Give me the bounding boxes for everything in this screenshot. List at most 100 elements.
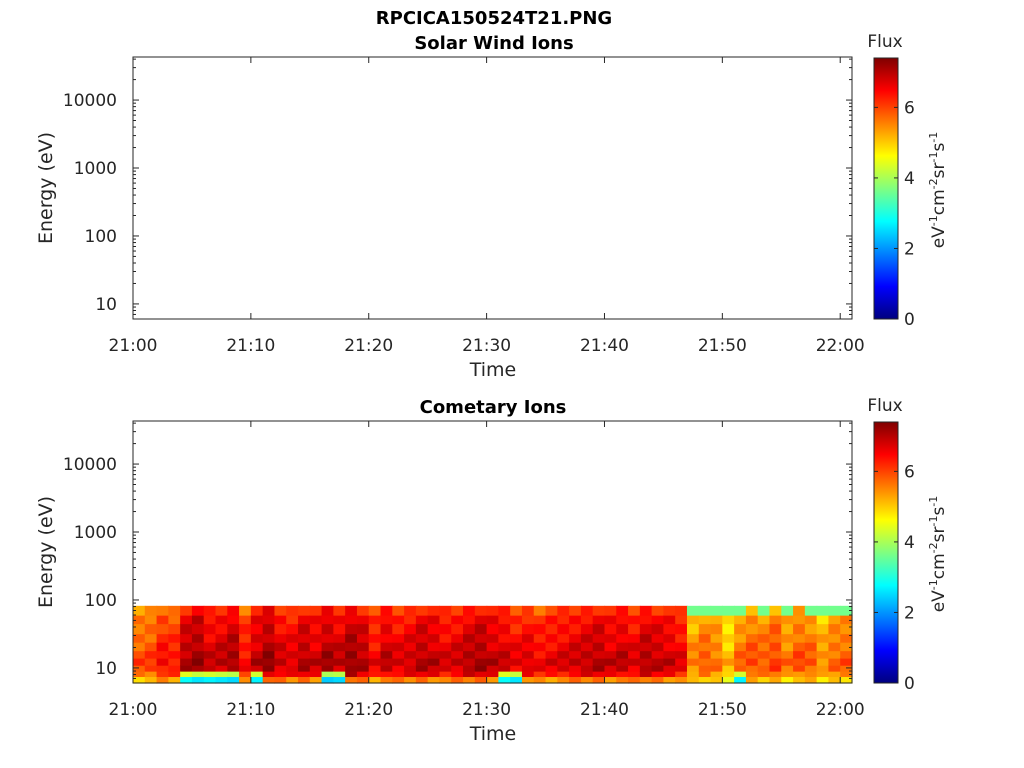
heatmap-cell — [180, 615, 193, 625]
heatmap-cell — [698, 642, 712, 652]
heatmap-cell — [698, 665, 712, 672]
x-tick-label: 22:00 — [816, 336, 865, 356]
heatmap-cell — [675, 671, 688, 678]
heatmap-cell — [580, 671, 594, 678]
heatmap-cell — [180, 671, 193, 678]
x-tick-label: 21:30 — [462, 700, 511, 720]
heatmap-cell — [345, 642, 358, 652]
heatmap-cell — [498, 623, 511, 635]
heatmap-cell — [781, 623, 794, 635]
heatmap-cell — [368, 615, 382, 625]
heatmap-cell — [745, 665, 759, 672]
heatmap-cell — [392, 657, 405, 666]
heatmap-cell — [533, 615, 547, 625]
heatmap-cell — [474, 605, 488, 616]
heatmap-cell — [663, 633, 676, 643]
heatmap-cell — [321, 657, 334, 666]
heatmap-cell — [250, 642, 264, 652]
heatmap-cell — [133, 671, 146, 678]
heatmap-cell — [427, 615, 441, 625]
heatmap-cell — [710, 676, 723, 684]
heatmap-cell — [250, 671, 264, 678]
heatmap-cell — [474, 676, 488, 684]
heatmap-cell — [439, 623, 452, 635]
heatmap-cell — [392, 671, 405, 678]
heatmap-cell — [368, 676, 382, 684]
heatmap-cell — [321, 633, 334, 643]
heatmap-cell — [545, 650, 558, 659]
heatmap-cell — [769, 650, 782, 659]
heatmap-cell — [463, 633, 476, 643]
heatmap-cell — [203, 671, 217, 678]
heatmap-cell — [427, 642, 441, 652]
heatmap-cell — [757, 650, 771, 659]
heatmap-cell — [227, 623, 240, 635]
heatmap-cell — [203, 665, 217, 672]
heatmap-cell — [451, 671, 464, 678]
heatmap-cell — [769, 676, 782, 684]
heatmap-cell — [321, 650, 334, 659]
heatmap-cell — [675, 665, 688, 672]
heatmap-cell — [757, 671, 771, 678]
heatmap-cell — [592, 665, 606, 672]
heatmap-cell — [427, 605, 441, 616]
heatmap-cell — [569, 615, 582, 625]
heatmap-cell — [769, 642, 782, 652]
heatmap-cell — [356, 623, 370, 635]
heatmap-cell — [616, 671, 629, 678]
heatmap-cell — [191, 605, 205, 616]
heatmap-cell — [757, 665, 771, 672]
heatmap-cell — [274, 605, 287, 616]
heatmap-cell — [333, 671, 346, 678]
heatmap-cell — [651, 657, 665, 666]
heatmap-cell — [298, 650, 311, 659]
heatmap-cell — [616, 650, 629, 659]
heatmap-cell — [215, 676, 228, 684]
heatmap-cell — [816, 633, 830, 643]
heatmap-cell — [793, 657, 806, 666]
heatmap-cell — [651, 650, 665, 659]
heatmap-cell — [392, 615, 405, 625]
heatmap-cell — [745, 633, 759, 643]
heatmap-cell — [333, 633, 346, 643]
heatmap-cell — [816, 623, 830, 635]
heatmap-cell — [250, 615, 264, 625]
heatmap-cell — [580, 665, 594, 672]
heatmap-cell — [286, 676, 299, 684]
heatmap-cell — [191, 665, 205, 672]
y-tick-label: 100 — [85, 227, 117, 247]
heatmap-cell — [168, 650, 181, 659]
heatmap-cell — [745, 671, 759, 678]
heatmap-cell — [439, 676, 452, 684]
heatmap-cell — [533, 650, 547, 659]
heatmap-cell — [404, 671, 417, 678]
heatmap-cell — [604, 676, 617, 684]
heatmap-cell — [580, 657, 594, 666]
heatmap-cell — [451, 633, 464, 643]
heatmap-cell — [415, 676, 429, 684]
heatmap-cell — [521, 665, 535, 672]
heatmap-cell — [557, 615, 570, 625]
heatmap-cell — [180, 623, 193, 635]
heatmap-cell — [569, 650, 582, 659]
heatmap-cell — [239, 665, 252, 672]
heatmap-cell — [557, 633, 570, 643]
heatmap-cell — [569, 642, 582, 652]
heatmap-cell — [816, 642, 830, 652]
heatmap-cell — [710, 633, 723, 643]
heatmap-cell — [427, 665, 441, 672]
heatmap-cell — [557, 623, 570, 635]
heatmap-cell — [580, 650, 594, 659]
heatmap-cell — [686, 633, 700, 643]
heatmap-cell — [734, 633, 747, 643]
heatmap-cell — [144, 623, 158, 635]
x-tick-label: 21:20 — [344, 700, 393, 720]
heatmap-cell — [804, 665, 818, 672]
heatmap-cell — [415, 623, 429, 635]
heatmap-cell — [227, 671, 240, 678]
heatmap-cell — [321, 623, 334, 635]
heatmap-cell — [651, 605, 665, 616]
colorbar-ticks: 0 2 4 6 — [874, 98, 915, 330]
heatmap-cell — [215, 657, 228, 666]
heatmap-cell — [333, 657, 346, 666]
